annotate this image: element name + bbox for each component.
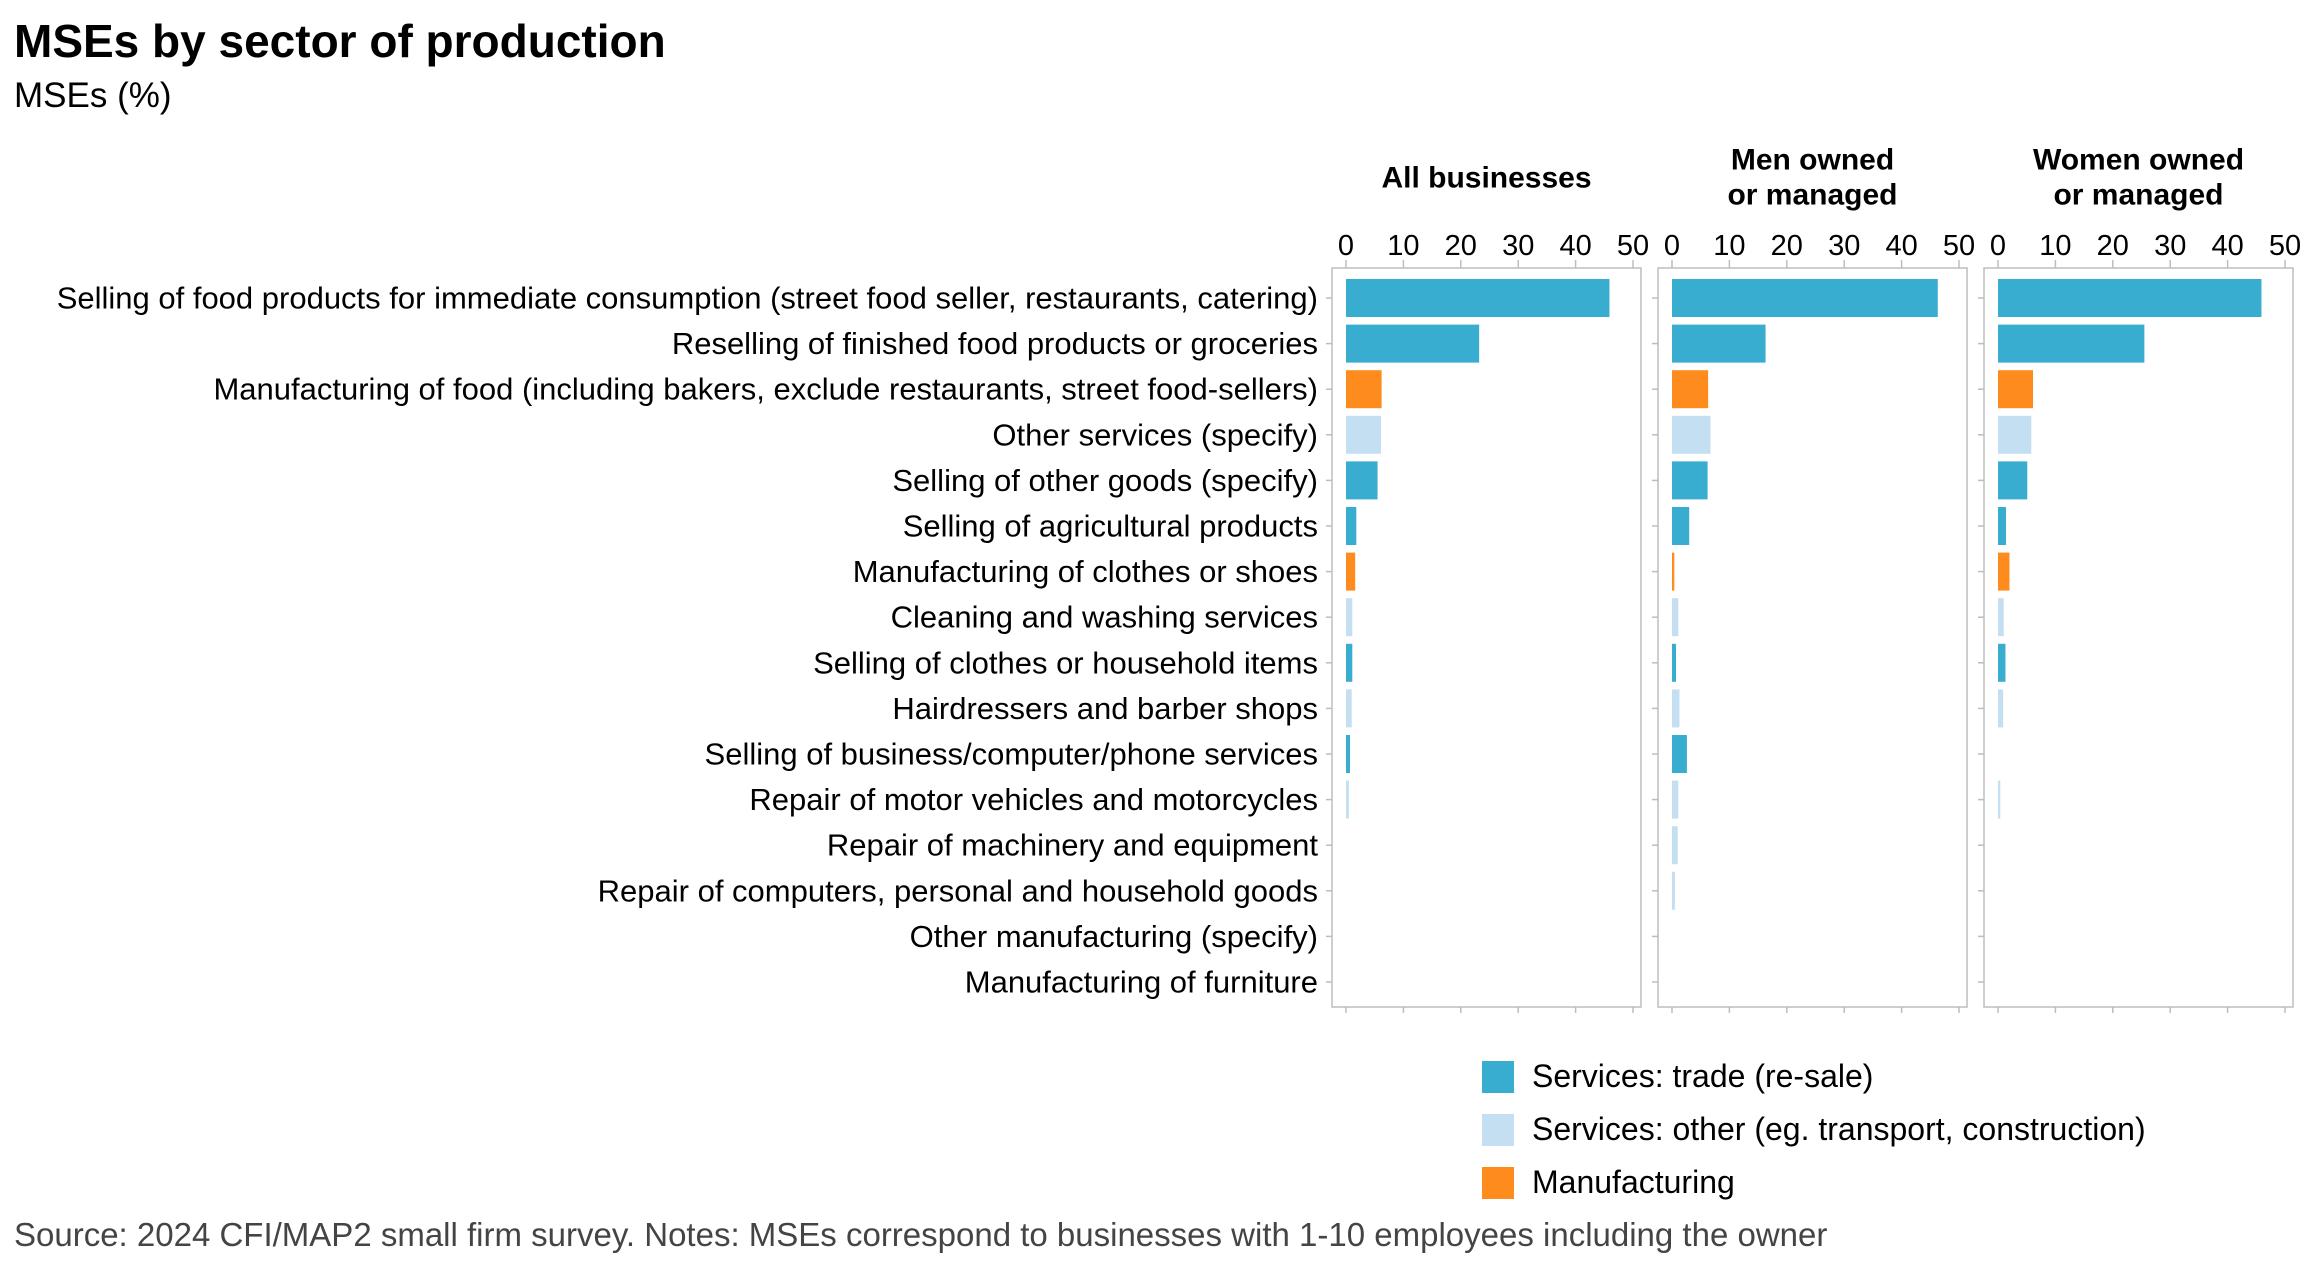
bar — [1998, 461, 2028, 500]
bar — [1998, 370, 2034, 409]
category-label: Manufacturing of clothes or shoes — [853, 554, 1318, 589]
bar — [1672, 324, 1766, 363]
bar — [1672, 461, 1708, 500]
bar — [1998, 415, 2032, 454]
x-tick-label: 40 — [2211, 230, 2243, 262]
legend-swatch-trade — [1482, 1060, 1514, 1093]
x-tick-label: 0 — [1338, 230, 1354, 262]
legend-label-trade: Services: trade (re-sale) — [1532, 1058, 1874, 1094]
x-tick-label: 0 — [1990, 230, 2006, 262]
bar — [1346, 780, 1349, 819]
chart-title: MSEs by sector of production — [14, 15, 666, 67]
x-tick-label: 10 — [1387, 230, 1419, 262]
category-label: Repair of computers, personal and househ… — [598, 873, 1318, 908]
category-label: Manufacturing of food (including bakers,… — [213, 372, 1318, 407]
category-label: Reselling of finished food products or g… — [672, 326, 1318, 361]
x-tick-label: 20 — [2097, 230, 2129, 262]
x-tick-label: 20 — [1445, 230, 1477, 262]
bar — [1998, 552, 2010, 591]
legend-item-trade: Services: trade (re-sale) — [1482, 1050, 2146, 1103]
chart-subtitle: MSEs (%) — [14, 76, 172, 115]
bar — [1346, 552, 1356, 591]
bar — [1346, 461, 1378, 500]
x-tick-label: 10 — [2039, 230, 2071, 262]
category-label: Repair of motor vehicles and motorcycles — [749, 782, 1318, 817]
bar — [1998, 279, 2262, 317]
x-tick-label: 10 — [1713, 230, 1745, 262]
category-label: Manufacturing of furniture — [965, 965, 1318, 1000]
bar — [1998, 780, 2001, 819]
x-tick-label: 30 — [1502, 230, 1534, 262]
panel-frame — [1657, 267, 1968, 1008]
bar — [1346, 598, 1353, 637]
bar — [1672, 871, 1675, 910]
category-label: Selling of agricultural products — [903, 509, 1318, 544]
bar — [1672, 643, 1677, 682]
bar — [1672, 552, 1675, 591]
bar — [1672, 279, 1938, 317]
legend-label-manufacturing: Manufacturing — [1532, 1164, 1735, 1200]
category-label: Other services (specify) — [992, 417, 1318, 452]
legend: Services: trade (re-sale) Services: othe… — [1482, 1050, 2146, 1209]
panel-title: or managed — [1727, 179, 1897, 212]
x-tick-label: 50 — [1943, 230, 1975, 262]
source-note: Source: 2024 CFI/MAP2 small firm survey.… — [14, 1216, 1828, 1253]
bar — [1672, 780, 1679, 819]
bar — [1672, 370, 1709, 409]
legend-swatch-manufacturing — [1482, 1166, 1514, 1199]
x-tick-label: 40 — [1559, 230, 1591, 262]
bar — [1998, 643, 2006, 682]
panel-frame — [1983, 267, 2294, 1008]
bar — [1672, 689, 1680, 728]
bar — [1672, 415, 1711, 454]
panel-title: Men owned — [1731, 144, 1894, 177]
bar — [1346, 324, 1480, 363]
category-label: Selling of food products for immediate c… — [57, 281, 1318, 316]
bar — [1672, 735, 1687, 773]
panel-title: Women owned — [2033, 144, 2244, 177]
category-label: Cleaning and washing services — [891, 600, 1318, 635]
bar — [1998, 324, 2145, 363]
category-label: Selling of business/computer/phone servi… — [705, 737, 1318, 772]
x-tick-label: 50 — [2269, 230, 2301, 262]
x-tick-label: 30 — [1828, 230, 1860, 262]
bar — [1346, 279, 1610, 317]
bar — [1672, 507, 1690, 545]
bar — [1998, 598, 2004, 637]
bar — [1998, 507, 2007, 545]
panel-title: or managed — [2053, 179, 2223, 212]
bar — [1346, 735, 1351, 773]
bar — [1346, 689, 1352, 728]
bar — [1346, 370, 1382, 409]
legend-item-manufacturing: Manufacturing — [1482, 1156, 2146, 1209]
category-label: Other manufacturing (specify) — [910, 919, 1318, 954]
category-label: Selling of other goods (specify) — [892, 463, 1318, 498]
panel-title: All businesses — [1381, 162, 1591, 195]
bar — [1346, 415, 1382, 454]
category-label: Repair of machinery and equipment — [827, 828, 1318, 863]
bar — [1672, 598, 1679, 637]
x-tick-label: 40 — [1885, 230, 1917, 262]
bar — [1346, 643, 1353, 682]
x-tick-label: 30 — [2154, 230, 2186, 262]
panel-frame — [1331, 267, 1642, 1008]
legend-swatch-other — [1482, 1113, 1514, 1146]
x-tick-label: 0 — [1664, 230, 1680, 262]
x-tick-label: 20 — [1771, 230, 1803, 262]
bar — [1998, 689, 2004, 728]
category-label: Selling of clothes or household items — [813, 645, 1318, 680]
bar — [1672, 826, 1678, 865]
x-tick-label: 50 — [1617, 230, 1649, 262]
legend-item-other: Services: other (eg. transport, construc… — [1482, 1103, 2146, 1156]
category-label: Hairdressers and barber shops — [892, 691, 1318, 726]
bar — [1346, 507, 1357, 545]
legend-label-other: Services: other (eg. transport, construc… — [1532, 1111, 2146, 1147]
